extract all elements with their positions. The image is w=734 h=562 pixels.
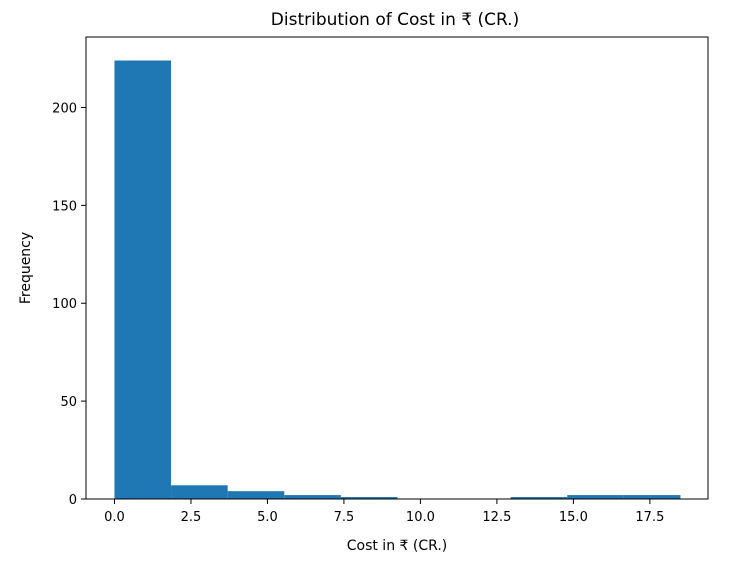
x-tick-label-6: 12.5: [482, 510, 511, 525]
x-axis-label: Cost in ₹ (CR.): [347, 538, 448, 554]
histogram-bar-10: [623, 495, 681, 499]
y-tick-label-5: 200: [52, 101, 77, 116]
y-axis-label: Frequency: [18, 232, 34, 304]
histogram-bar-5: [340, 497, 398, 499]
x-tick-label-7: 15.0: [559, 510, 588, 525]
x-tick-label-8: 17.5: [635, 510, 664, 525]
y-tick-label-4: 150: [52, 199, 77, 214]
y-tick-label-1: 0: [69, 493, 77, 508]
x-tick-label-2: 2.5: [181, 510, 202, 525]
x-axis-ticks: 0.0 2.5 5.0 7.5 10.0 12.5 15.0 17.5: [104, 499, 664, 525]
x-tick-label-4: 7.5: [334, 510, 355, 525]
x-tick-label-3: 5.0: [257, 510, 278, 525]
histogram-bar-1: [114, 60, 172, 500]
y-tick-label-3: 100: [52, 297, 77, 312]
y-axis-ticks: 0 50 100 150 200: [52, 101, 86, 508]
histogram-bars: [114, 60, 681, 500]
histogram-bar-2: [171, 485, 228, 499]
histogram-bar-9: [567, 495, 624, 499]
chart-title: Distribution of Cost in ₹ (CR.): [271, 10, 519, 30]
x-tick-label-1: 0.0: [104, 510, 125, 525]
x-tick-label-5: 10.0: [406, 510, 435, 525]
plot-area-frame: [85, 36, 709, 500]
histogram-bar-4: [284, 495, 341, 499]
histogram-bar-3: [227, 491, 285, 499]
histogram-bar-8: [510, 497, 568, 499]
y-tick-label-2: 50: [60, 395, 77, 410]
